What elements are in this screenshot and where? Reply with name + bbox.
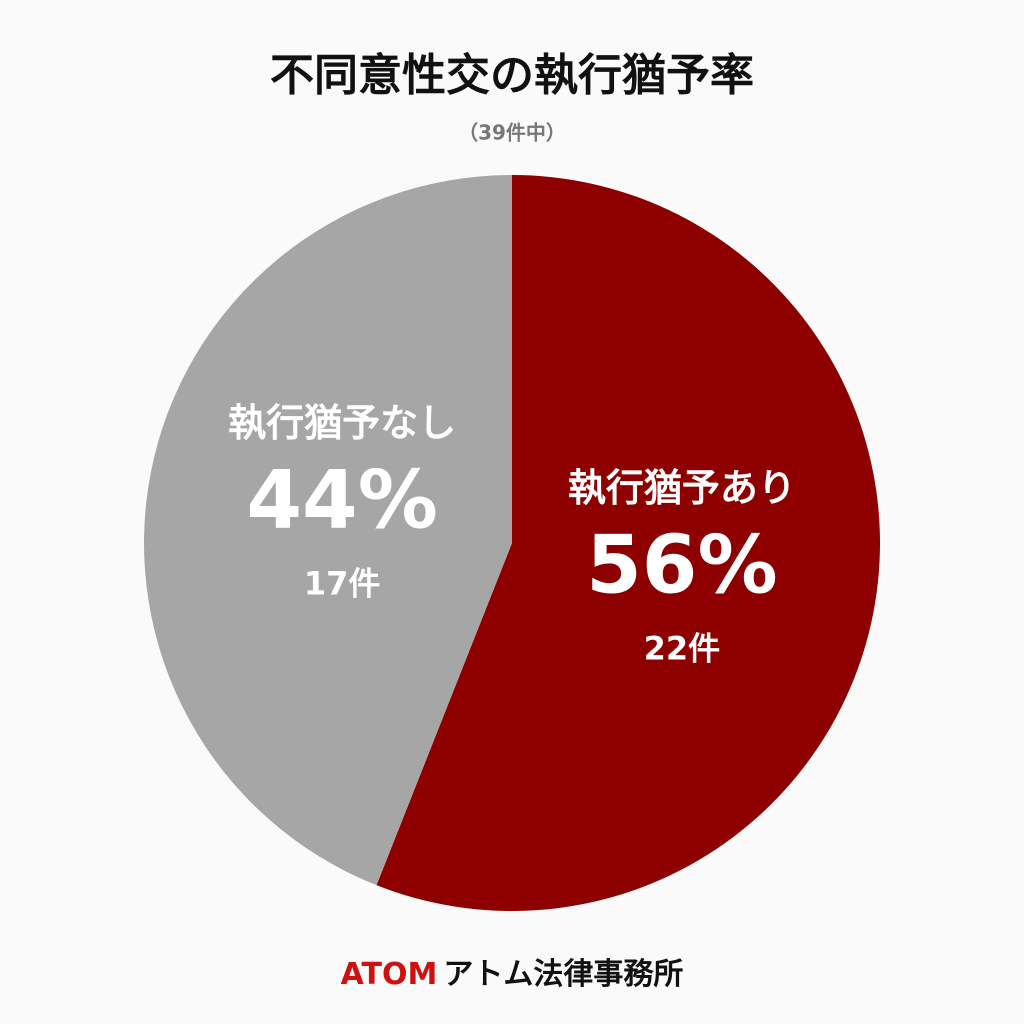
footer-brand: ATOM (341, 957, 438, 992)
pie (143, 175, 880, 912)
pie-slice (143, 175, 513, 886)
count-label: 17件 (304, 565, 381, 603)
count-label: 22件 (644, 629, 721, 667)
footer: ATOM アトム法律事務所 (341, 957, 684, 992)
slice-label: 執行猶予なし (228, 401, 456, 445)
labels: 執行猶予あり 56% 22件 執行猶予なし 44% 17件 (228, 401, 796, 667)
pie-slice (376, 175, 880, 912)
percent-label: 56% (586, 518, 777, 611)
slice-label: 執行猶予あり (568, 466, 796, 510)
chart-subtitle: （39件中） (458, 121, 566, 145)
footer-name: アトム法律事務所 (443, 957, 683, 992)
percent-label: 44% (246, 454, 437, 547)
chart-title: 不同意性交の執行猶予率 (270, 50, 754, 101)
